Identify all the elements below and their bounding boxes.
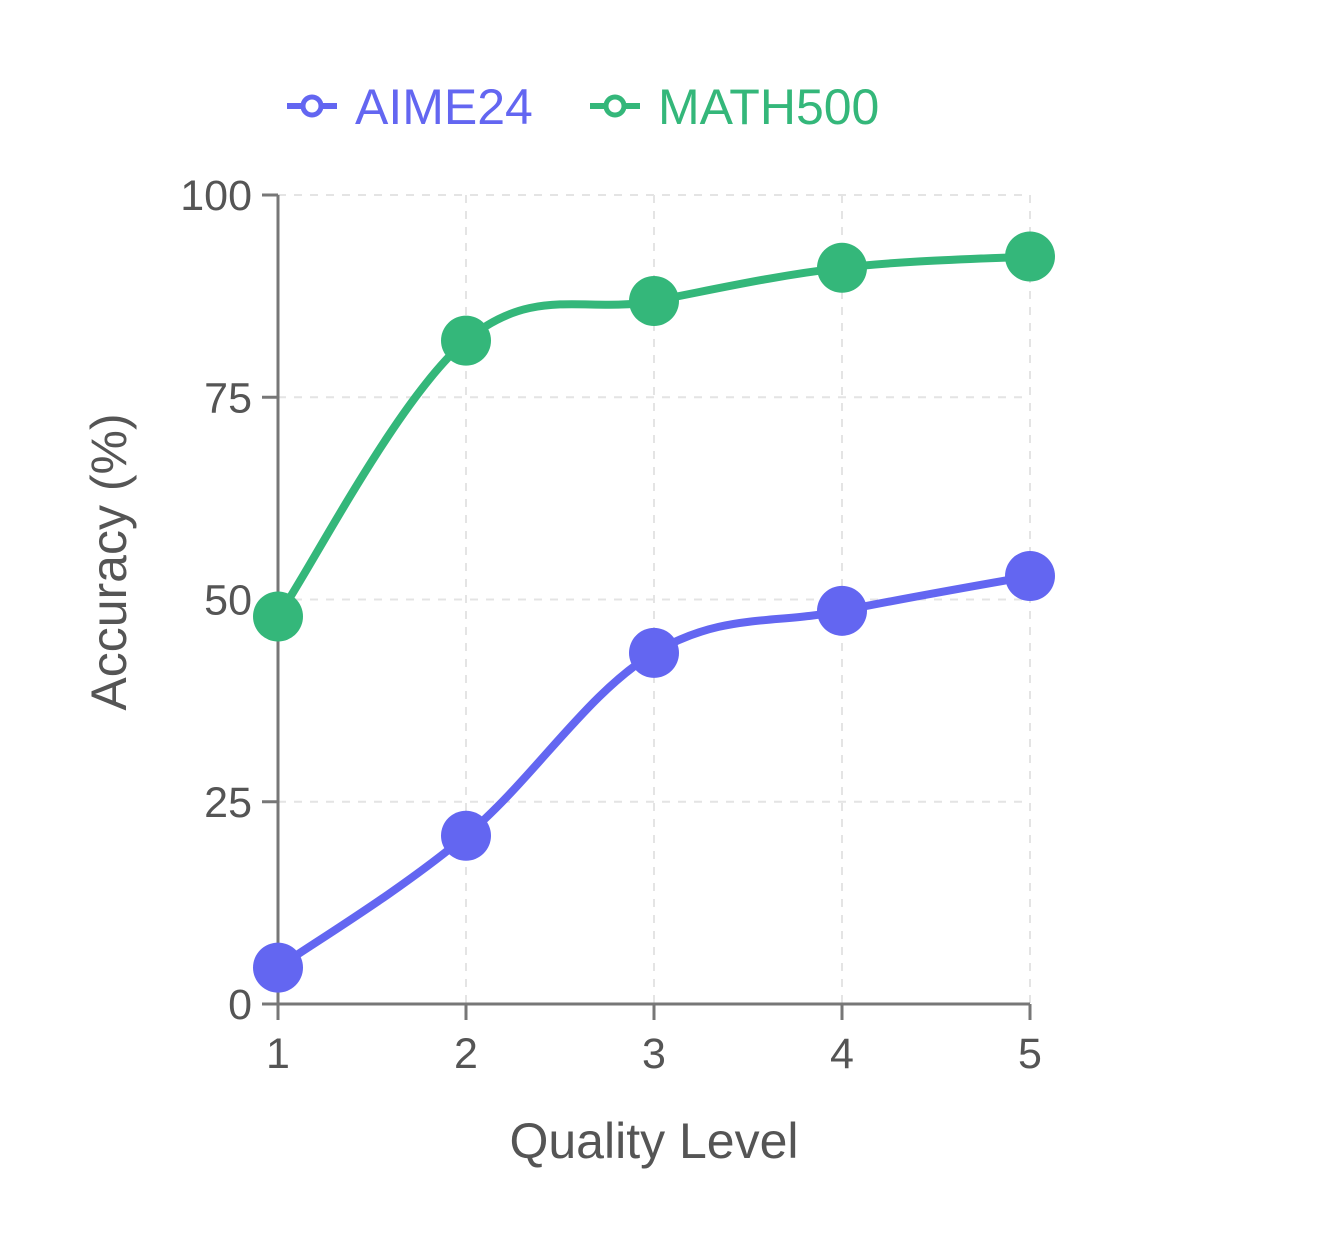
- y-axis-title: Accuracy (%): [81, 413, 137, 710]
- y-tick-label: 25: [204, 779, 252, 827]
- legend-label-aime24[interactable]: AIME24: [355, 79, 533, 135]
- data-point-aime24[interactable]: [253, 942, 303, 993]
- legend-marker-math500: [603, 94, 627, 118]
- x-tick-label: 4: [830, 1030, 854, 1078]
- data-point-aime24[interactable]: [441, 810, 491, 861]
- x-tick-label: 5: [1018, 1030, 1042, 1078]
- y-tick-label: 75: [204, 374, 252, 422]
- data-point-math500[interactable]: [817, 242, 867, 293]
- legend: AIME24 MATH500: [287, 79, 879, 135]
- data-point-math500[interactable]: [253, 591, 303, 642]
- y-tick-label: 0: [228, 981, 252, 1029]
- y-tick-label: 50: [204, 577, 252, 625]
- data-point-aime24[interactable]: [629, 627, 679, 678]
- data-point-aime24[interactable]: [1005, 551, 1055, 602]
- series-line-math500: [274, 252, 1034, 621]
- x-axis-title: Quality Level: [509, 1113, 798, 1169]
- x-tick-label: 3: [642, 1030, 666, 1078]
- y-tick-label: 100: [180, 172, 252, 220]
- data-point-math500[interactable]: [629, 275, 679, 326]
- data-point-aime24[interactable]: [817, 585, 867, 636]
- series: [253, 231, 1055, 993]
- x-tick-label: 2: [454, 1030, 478, 1078]
- legend-label-math500[interactable]: MATH500: [658, 79, 879, 135]
- data-point-math500[interactable]: [1005, 231, 1055, 282]
- x-tick-label: 1: [266, 1030, 290, 1078]
- legend-marker-aime24: [300, 94, 324, 118]
- ticks: 0 25 50 75 100 1 2 3 4 5: [180, 172, 1042, 1078]
- data-point-math500[interactable]: [441, 315, 491, 366]
